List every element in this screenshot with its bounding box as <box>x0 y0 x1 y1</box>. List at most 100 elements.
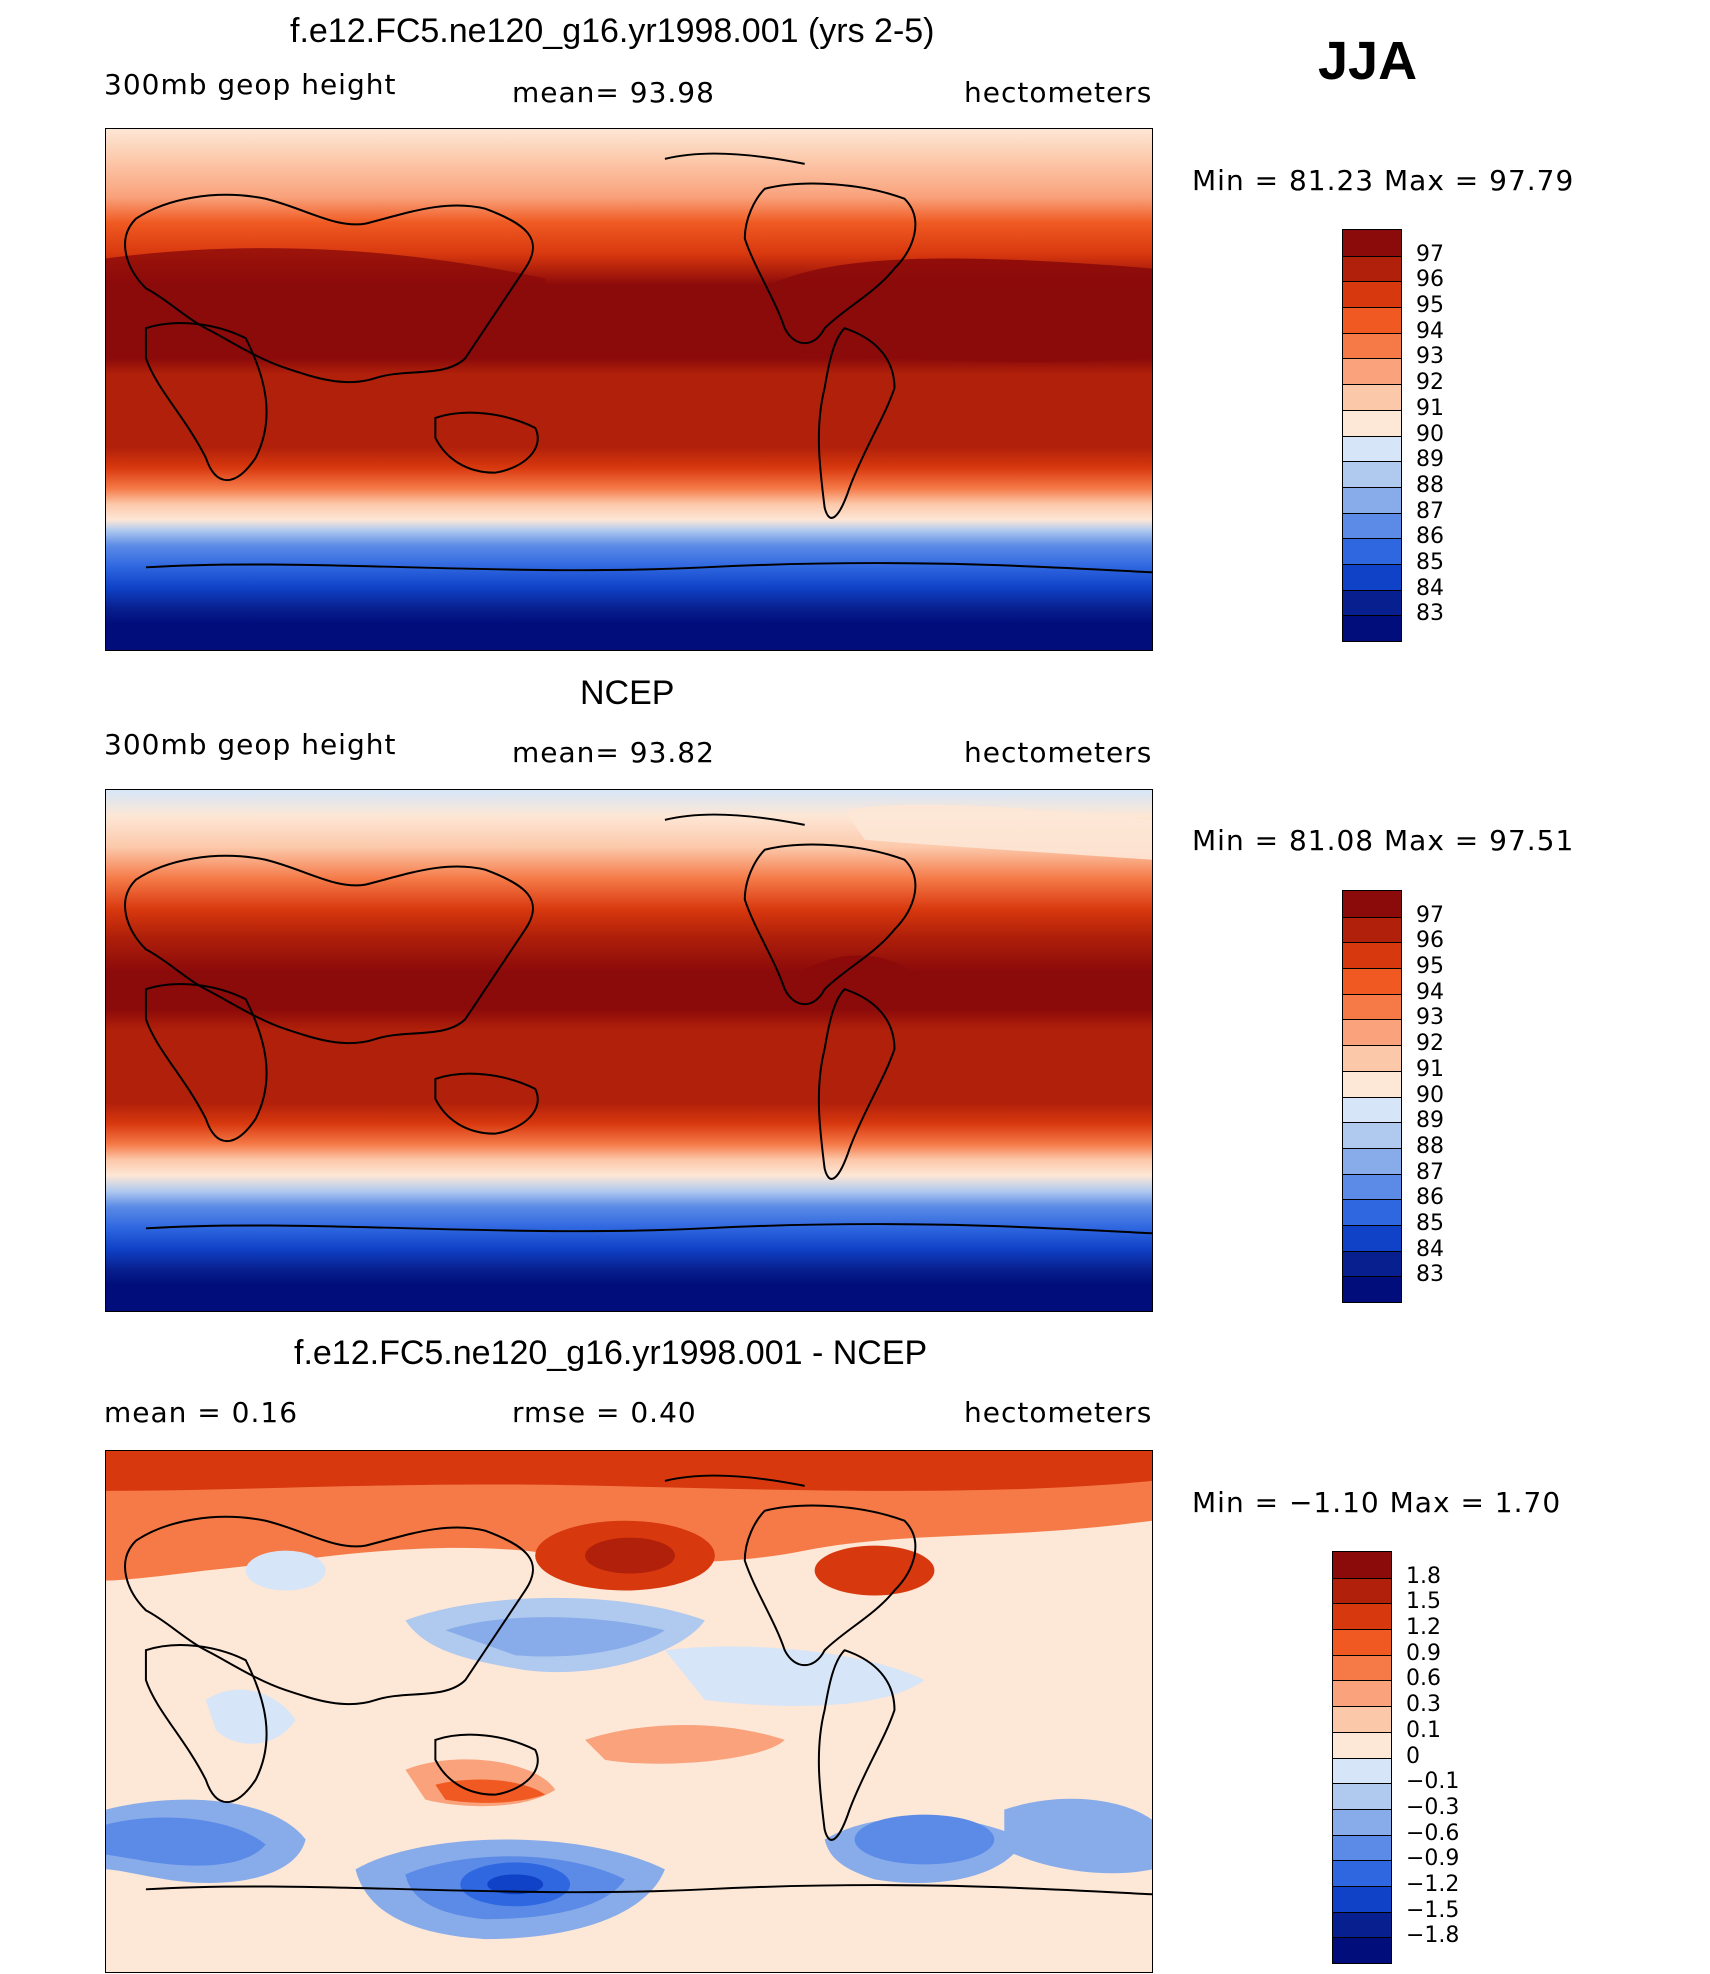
panel1-colorbar <box>1342 229 1402 642</box>
colorbar-label: 97 <box>1416 241 1444 267</box>
colorbar-label: 95 <box>1416 954 1444 980</box>
colorbar-box <box>1343 1096 1401 1123</box>
colorbar-label: 1.5 <box>1406 1589 1441 1615</box>
colorbar-label: 93 <box>1416 1005 1444 1031</box>
colorbar-label: −1.5 <box>1406 1897 1460 1923</box>
colorbar-box <box>1333 1834 1391 1861</box>
colorbar-label: −1.2 <box>1406 1871 1460 1897</box>
colorbar-box <box>1343 230 1401 256</box>
colorbar-box <box>1333 1629 1391 1655</box>
colorbar-label: 0.3 <box>1406 1692 1441 1718</box>
colorbar-box <box>1343 486 1401 513</box>
colorbar-box <box>1343 615 1401 641</box>
panel2-units-label: hectometers <box>964 736 1153 769</box>
colorbar-box <box>1343 1045 1401 1071</box>
panel2-map <box>105 789 1153 1312</box>
panel3-coastlines <box>124 1474 1152 1896</box>
colorbar-label: −1.8 <box>1406 1923 1460 1949</box>
colorbar-label: 91 <box>1416 395 1444 421</box>
colorbar-box <box>1333 1783 1391 1809</box>
colorbar-box <box>1343 891 1401 917</box>
colorbar-label: −0.1 <box>1406 1769 1460 1795</box>
colorbar-label: 0.9 <box>1406 1640 1441 1666</box>
colorbar-box <box>1343 1224 1401 1251</box>
panel2-variable-label: 300mb geop height <box>104 728 397 761</box>
panel3-colorbar <box>1332 1551 1392 1964</box>
colorbar-box <box>1333 1706 1391 1732</box>
colorbar-label: 85 <box>1416 549 1444 575</box>
colorbar-box <box>1343 1147 1401 1174</box>
colorbar-box <box>1333 1680 1391 1707</box>
colorbar-label: −0.9 <box>1406 1846 1460 1872</box>
colorbar-box <box>1333 1860 1391 1886</box>
colorbar-label: −0.6 <box>1406 1820 1460 1846</box>
panel2-minmax: Min = 81.08 Max = 97.51 <box>1192 824 1575 857</box>
colorbar-box <box>1333 1937 1391 1963</box>
colorbar-box <box>1343 968 1401 994</box>
colorbar-label: 87 <box>1416 498 1444 524</box>
panel1-coastlines <box>124 152 1152 574</box>
panel2-colorbar <box>1342 890 1402 1303</box>
colorbar-box <box>1343 461 1401 487</box>
colorbar-label: 87 <box>1416 1159 1444 1185</box>
colorbar-box <box>1333 1911 1391 1938</box>
colorbar-box <box>1343 1199 1401 1225</box>
colorbar-label: 93 <box>1416 344 1444 370</box>
panel1-map <box>105 128 1153 651</box>
colorbar-box <box>1333 1552 1391 1578</box>
colorbar-label: 96 <box>1416 267 1444 293</box>
colorbar-box <box>1343 409 1401 436</box>
panel3-rmse-label: rmse = 0.40 <box>512 1396 697 1429</box>
panel1-title: f.e12.FC5.ne120_g16.yr1998.001 (yrs 2-5) <box>290 12 935 50</box>
colorbar-box <box>1343 1276 1401 1302</box>
season-label: JJA <box>1318 31 1418 91</box>
colorbar-box <box>1333 1577 1391 1604</box>
panel3-units-label: hectometers <box>964 1396 1153 1429</box>
colorbar-box <box>1333 1654 1391 1681</box>
colorbar-label: 84 <box>1416 1236 1444 1262</box>
panel1-units-label: hectometers <box>964 76 1153 109</box>
panel1-minmax: Min = 81.23 Max = 97.79 <box>1192 164 1575 197</box>
panel1-variable-label: 300mb geop height <box>104 68 397 101</box>
colorbar-label: 97 <box>1416 902 1444 928</box>
colorbar-box <box>1343 512 1401 539</box>
colorbar-label: 90 <box>1416 421 1444 447</box>
panel3-mean-label: mean = 0.16 <box>104 1396 299 1429</box>
colorbar-label: 91 <box>1416 1056 1444 1082</box>
colorbar-label: 90 <box>1416 1082 1444 1108</box>
colorbar-box <box>1343 1070 1401 1097</box>
colorbar-box <box>1343 993 1401 1020</box>
colorbar-box <box>1343 1122 1401 1148</box>
panel3-title: f.e12.FC5.ne120_g16.yr1998.001 - NCEP <box>294 1334 928 1372</box>
colorbar-box <box>1343 384 1401 410</box>
colorbar-label: 86 <box>1416 524 1444 550</box>
colorbar-box <box>1343 589 1401 616</box>
colorbar-box <box>1343 1019 1401 1046</box>
colorbar-label: 83 <box>1416 601 1444 627</box>
colorbar-label: 94 <box>1416 318 1444 344</box>
colorbar-label: 96 <box>1416 928 1444 954</box>
colorbar-label: 0.6 <box>1406 1666 1441 1692</box>
colorbar-label: 1.8 <box>1406 1563 1441 1589</box>
panel1-mean-label: mean= 93.98 <box>512 76 715 109</box>
colorbar-box <box>1343 281 1401 308</box>
colorbar-label: 94 <box>1416 979 1444 1005</box>
colorbar-label: 95 <box>1416 293 1444 319</box>
colorbar-box <box>1333 1603 1391 1630</box>
colorbar-label: 84 <box>1416 575 1444 601</box>
colorbar-label: 85 <box>1416 1210 1444 1236</box>
colorbar-box <box>1333 1757 1391 1784</box>
colorbar-box <box>1343 332 1401 359</box>
panel3-map <box>105 1450 1153 1973</box>
panel2-coastlines <box>124 813 1152 1235</box>
colorbar-label: 92 <box>1416 370 1444 396</box>
colorbar-box <box>1343 563 1401 590</box>
colorbar-label: 83 <box>1416 1262 1444 1288</box>
colorbar-box <box>1343 1250 1401 1277</box>
colorbar-label: −0.3 <box>1406 1794 1460 1820</box>
colorbar-box <box>1343 538 1401 564</box>
colorbar-box <box>1343 435 1401 462</box>
colorbar-label: 89 <box>1416 447 1444 473</box>
colorbar-label: 86 <box>1416 1185 1444 1211</box>
colorbar-label: 0.1 <box>1406 1717 1441 1743</box>
